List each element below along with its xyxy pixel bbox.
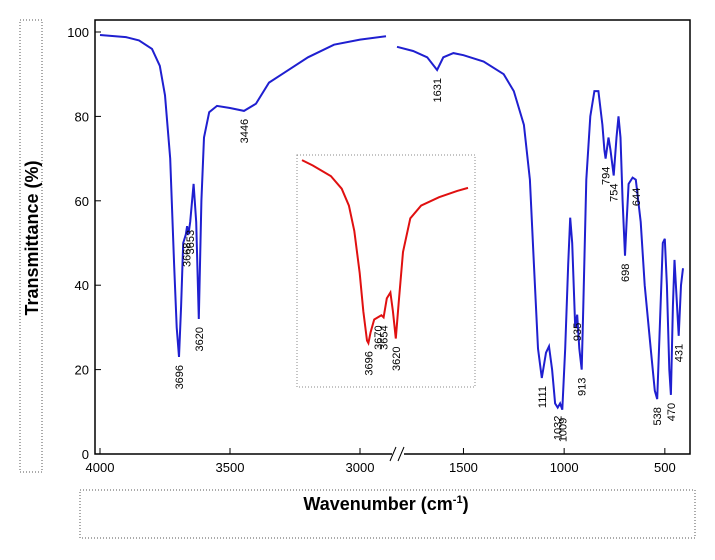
x-tick-label: 3500 <box>216 460 245 475</box>
y-tick-label: 20 <box>75 363 89 378</box>
axis-break-gap <box>392 446 404 462</box>
y-tick-label: 40 <box>75 278 89 293</box>
inset-peak-label: 3670 <box>373 325 385 349</box>
x-axis-title-sup: -1 <box>453 494 463 506</box>
axis-break <box>389 446 397 462</box>
peak-label: 538 <box>652 407 664 425</box>
x-tick-label: 500 <box>654 460 676 475</box>
x-tick-label: 1000 <box>550 460 579 475</box>
inset-box <box>296 154 476 388</box>
peak-label: 3446 <box>239 119 251 143</box>
xlabel-box <box>79 489 696 539</box>
peak-label: 3696 <box>174 365 186 389</box>
peak-label: 3668 <box>181 243 193 267</box>
peak-label: 3620 <box>194 327 206 351</box>
x-tick-label: 1500 <box>449 460 478 475</box>
peak-label: 754 <box>609 183 621 201</box>
inset-peak-label: 3654 <box>379 325 391 349</box>
x-axis-title: Wavenumber (cm-1) <box>303 494 468 514</box>
peak-label: 698 <box>620 264 632 282</box>
y-tick-label: 80 <box>75 109 89 124</box>
y-tick-label: 100 <box>67 25 89 40</box>
peak-label: 644 <box>631 188 643 206</box>
peak-label: 794 <box>601 167 613 185</box>
peak-label: 913 <box>577 378 589 396</box>
spectrum-line <box>301 159 469 346</box>
y-axis-title: Transmittance (%) <box>22 160 42 315</box>
spectrum-line <box>99 34 387 357</box>
peak-label: 1009 <box>557 418 569 442</box>
peak-label: 431 <box>674 344 686 362</box>
x-tick-label: 4000 <box>86 460 115 475</box>
inset-peak-label: 3620 <box>391 346 403 370</box>
inset-peak-label: 3696 <box>363 351 375 375</box>
x-tick-label: 3000 <box>346 460 375 475</box>
peak-label: 1631 <box>432 78 444 102</box>
spectrum-line <box>396 45 684 411</box>
axis-break <box>397 446 405 462</box>
peak-label: 935 <box>572 323 584 341</box>
peak-label: 3653 <box>185 230 197 254</box>
peak-label: 1111 <box>537 386 549 408</box>
y-tick-label: 0 <box>82 447 89 462</box>
peak-label: 470 <box>666 403 678 421</box>
peak-label: 1032 <box>553 416 565 440</box>
x-axis-title-end: ) <box>463 494 469 514</box>
y-tick-label: 60 <box>75 194 89 209</box>
x-axis-title-text: Wavenumber (cm <box>303 494 452 514</box>
